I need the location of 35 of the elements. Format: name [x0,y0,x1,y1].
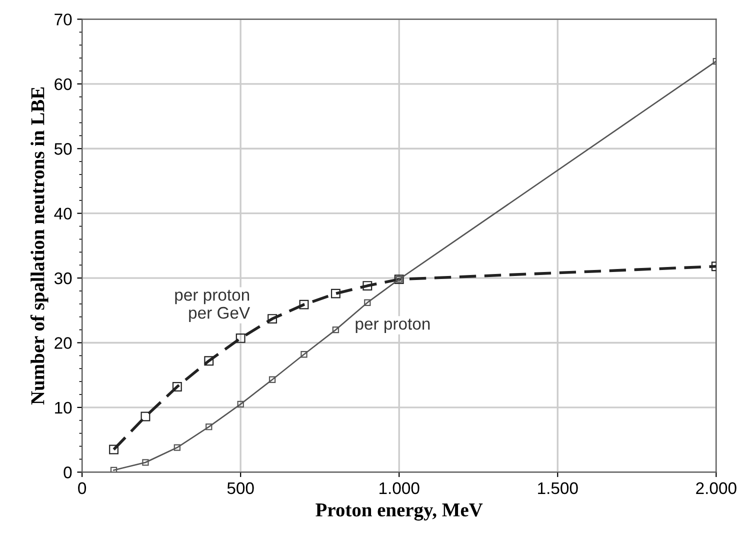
point [364,299,371,306]
point [236,333,246,343]
y-tick-label: 10 [55,402,72,414]
point [140,412,150,422]
x-tick-label: 500 [227,482,254,494]
y-tick-label: 20 [54,337,72,349]
series-label: per proton per GeV [175,290,250,322]
x-tick-label: 0 [78,482,86,494]
point [299,300,309,310]
y-tick-label: 70 [54,14,72,26]
point [300,351,308,358]
point [109,444,118,454]
point [268,376,276,383]
y-tick-label: 0 [64,466,72,478]
point [237,400,244,408]
y-tick-label: 30 [54,272,72,284]
point [206,424,212,430]
y-axis-title: Number of spallation neutrons in LBE [30,87,48,405]
x-tick-label: 2.000 [696,482,736,494]
point [362,281,372,291]
y-tick-label: 40 [54,208,72,220]
point [142,459,149,466]
y-tick-label: 60 [54,78,72,90]
point [268,314,278,324]
y-tick-label: 50 [54,143,72,155]
point [172,382,182,392]
point [110,466,118,472]
point [174,444,181,451]
point [332,326,340,334]
series-label: per proton [356,318,430,334]
x-tick-label: 1.000 [380,482,420,494]
point [204,356,214,366]
x-axis-title: Proton energy, MeV [316,504,483,521]
point [330,288,340,298]
x-tick-label: 1.500 [538,482,578,494]
